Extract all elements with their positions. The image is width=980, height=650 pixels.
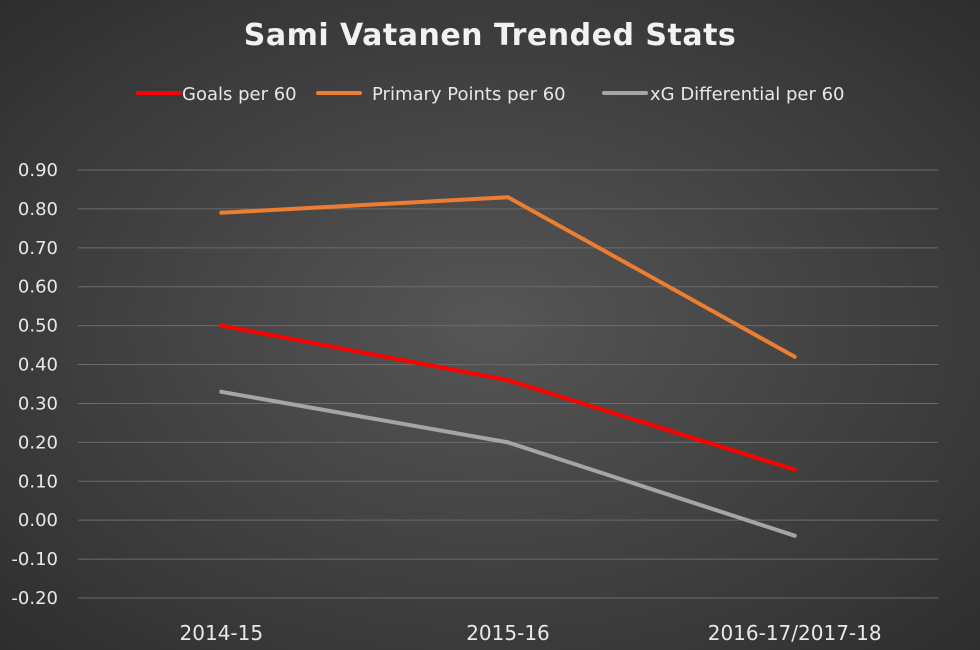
data-point: [792, 354, 797, 359]
data-point: [792, 467, 797, 472]
legend-label: Primary Points per 60: [372, 84, 566, 105]
legend-label: Goals per 60: [182, 84, 297, 105]
y-tick-label: 0.30: [18, 393, 58, 414]
data-point: [506, 378, 510, 383]
x-tick-label: 2016-17/2017-18: [708, 621, 882, 645]
data-point: [219, 323, 224, 328]
y-tick-label: 0.50: [18, 316, 58, 337]
chart-title: Sami Vatanen Trended Stats: [243, 18, 737, 53]
y-tick-label: 0.40: [18, 355, 58, 376]
y-tick-label: 0.80: [18, 199, 58, 220]
y-tick-label: 0.10: [18, 471, 58, 492]
y-tick-label: 0.90: [18, 160, 58, 181]
series-line-2: [219, 195, 797, 359]
x-tick-label: 2015-16: [466, 621, 550, 645]
y-tick-label: 0.70: [18, 238, 58, 259]
y-tick-label: 0.60: [18, 277, 58, 298]
y-tick-label: -0.20: [11, 588, 58, 609]
x-tick-label: 2014-15: [180, 621, 264, 645]
data-point: [792, 533, 797, 538]
data-point: [219, 210, 224, 215]
data-point: [506, 440, 510, 445]
y-tick-label: 0.20: [18, 432, 58, 453]
data-point: [506, 195, 510, 200]
series-line-1: [219, 323, 797, 472]
series-line-3: [219, 389, 797, 538]
y-tick-label: -0.10: [11, 549, 58, 570]
y-tick-label: 0.00: [18, 510, 58, 531]
data-point: [219, 389, 224, 394]
legend-label: xG Differential per 60: [650, 84, 844, 105]
